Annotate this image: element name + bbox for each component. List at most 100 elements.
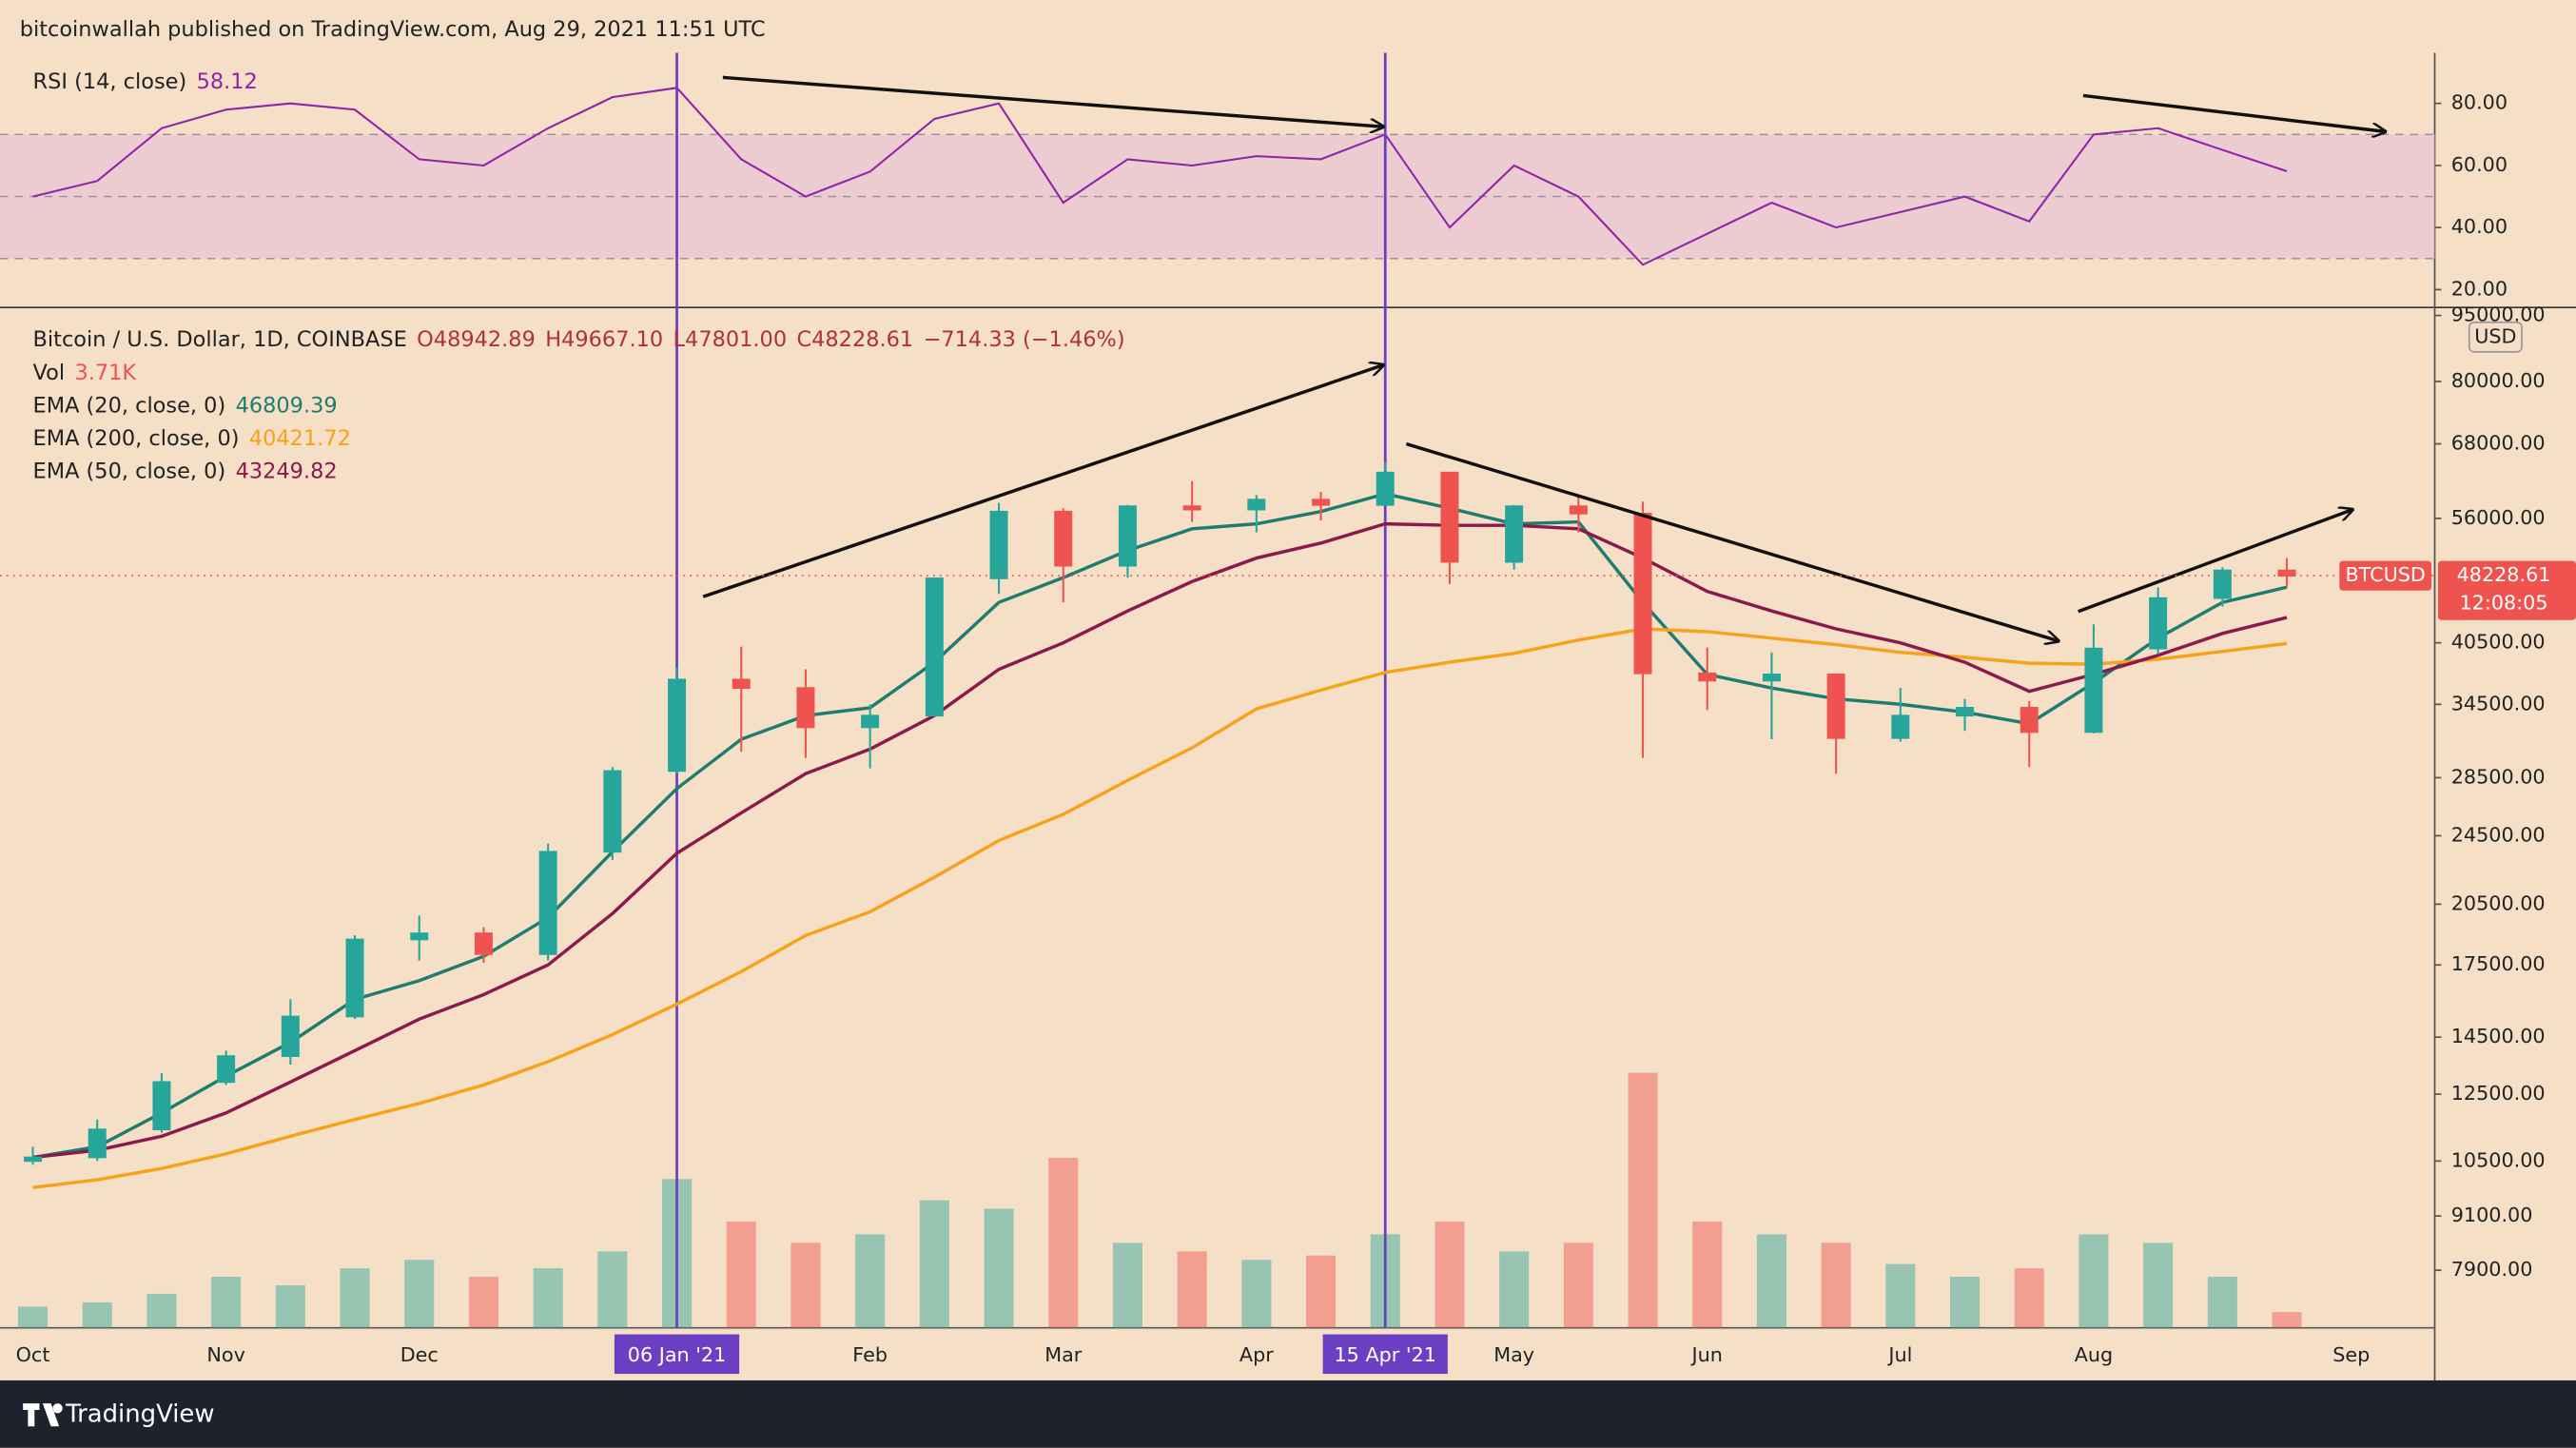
candle-body bbox=[1956, 707, 1975, 717]
candle-body bbox=[732, 678, 751, 690]
candle-body bbox=[1698, 672, 1717, 682]
y-tick-label: 20.00 bbox=[2451, 277, 2508, 300]
ohlc-value: L47801.00 bbox=[673, 327, 788, 352]
x-tick-label: Feb bbox=[852, 1343, 888, 1366]
candle-body bbox=[1376, 471, 1395, 506]
x-tick-label: Oct bbox=[16, 1343, 50, 1366]
y-tick-label: 9100.00 bbox=[2451, 1203, 2533, 1226]
y-tick-label: 12500.00 bbox=[2451, 1082, 2546, 1105]
candle-body bbox=[1247, 499, 1266, 511]
y-tick-label: 80.00 bbox=[2451, 91, 2508, 114]
candle-body bbox=[668, 678, 687, 773]
candle-body bbox=[1891, 714, 1910, 739]
candle-body bbox=[152, 1081, 171, 1131]
y-tick-label: 24500.00 bbox=[2451, 823, 2546, 846]
candle-body bbox=[1312, 499, 1331, 506]
candle-body bbox=[281, 1015, 300, 1057]
y-tick-label: 7900.00 bbox=[2451, 1258, 2533, 1281]
volume-bar bbox=[404, 1260, 435, 1328]
legend-value: 3.71K bbox=[74, 361, 137, 385]
x-tick-label: Aug bbox=[2075, 1343, 2113, 1366]
ema-line bbox=[32, 627, 2288, 1189]
candle-body bbox=[1118, 505, 1137, 567]
x-tick-label: Nov bbox=[206, 1343, 244, 1366]
volume-bar bbox=[1885, 1263, 1916, 1328]
symbol-box bbox=[2339, 560, 2432, 591]
volume-bar bbox=[1692, 1221, 1723, 1328]
candle-body bbox=[24, 1156, 43, 1163]
volume-bar bbox=[340, 1268, 370, 1328]
volume-bar bbox=[1112, 1243, 1142, 1328]
candle-body bbox=[1440, 471, 1459, 563]
highlight-label-box bbox=[1322, 1334, 1448, 1375]
legend-name: Vol bbox=[33, 361, 66, 385]
volume-bar bbox=[1628, 1072, 1658, 1328]
rsi-line bbox=[32, 87, 2288, 266]
x-tick-label: Sep bbox=[2332, 1343, 2370, 1366]
volume-bar bbox=[2207, 1277, 2237, 1328]
candle-body bbox=[1633, 513, 1652, 675]
volume-bar bbox=[1499, 1251, 1530, 1328]
ohlc-value: −714.33 (−1.46%) bbox=[924, 327, 1125, 352]
candle-body bbox=[88, 1128, 107, 1159]
currency: USD bbox=[2474, 324, 2516, 347]
currency-box bbox=[2468, 321, 2523, 353]
price-label: 48228.61 bbox=[2457, 563, 2551, 586]
arrow bbox=[722, 75, 1383, 127]
candle-body bbox=[2213, 569, 2232, 599]
volume-bar bbox=[146, 1293, 177, 1328]
x-tick-label: 06 Jan '21 bbox=[628, 1343, 727, 1366]
volume-bar bbox=[855, 1234, 886, 1328]
highlight-label-box bbox=[614, 1334, 740, 1375]
candle-body bbox=[538, 851, 557, 955]
volume-bar bbox=[82, 1301, 112, 1328]
candle-body bbox=[1569, 505, 1588, 515]
symbol-label: BTCUSD bbox=[2345, 563, 2425, 586]
volume-bar bbox=[2272, 1312, 2302, 1328]
x-tick-label: Apr bbox=[1239, 1343, 1274, 1366]
candle-body bbox=[410, 932, 429, 941]
volume-bar bbox=[597, 1251, 628, 1328]
footer-bar bbox=[0, 1380, 2576, 1448]
volume-bar bbox=[1177, 1251, 1207, 1328]
volume-bar bbox=[790, 1243, 821, 1328]
candle-body bbox=[474, 932, 493, 955]
tv-logo bbox=[23, 1403, 63, 1427]
candle-body bbox=[1182, 505, 1201, 511]
candle-body bbox=[2020, 707, 2039, 734]
y-tick-label: 17500.00 bbox=[2451, 952, 2546, 975]
ohlc-value: C48228.61 bbox=[796, 327, 913, 352]
legend-name: EMA (20, close, 0) bbox=[33, 393, 226, 418]
volume-bar bbox=[726, 1221, 756, 1328]
volume-bar bbox=[984, 1208, 1014, 1328]
volume-bar bbox=[1563, 1243, 1593, 1328]
volume-bar bbox=[1949, 1277, 1981, 1328]
candle-body bbox=[1826, 673, 1845, 739]
candle-body bbox=[1054, 510, 1073, 567]
y-tick-label: 34500.00 bbox=[2451, 692, 2546, 714]
y-tick-label: 56000.00 bbox=[2451, 506, 2546, 529]
ema-line bbox=[32, 492, 2288, 1160]
volume-bar bbox=[1048, 1157, 1079, 1328]
legend-value: 40421.72 bbox=[249, 426, 351, 451]
arrow bbox=[2082, 93, 2386, 131]
y-tick-label: 40500.00 bbox=[2451, 631, 2546, 654]
y-tick-label: 80000.00 bbox=[2451, 369, 2546, 392]
rsi-value: 58.12 bbox=[197, 69, 258, 94]
volume-bar bbox=[275, 1285, 305, 1328]
x-tick-label: Jun bbox=[1690, 1343, 1723, 1366]
candle-body bbox=[2084, 647, 2103, 734]
annotations bbox=[702, 75, 2386, 640]
x-tick-label: Dec bbox=[400, 1343, 439, 1366]
legend-name: EMA (50, close, 0) bbox=[33, 459, 226, 483]
volume-bar bbox=[17, 1306, 49, 1328]
volume-bar bbox=[2143, 1243, 2174, 1328]
candle-body bbox=[2149, 597, 2168, 650]
price-box bbox=[2437, 560, 2576, 620]
x-tick-label: Jul bbox=[1886, 1343, 1912, 1366]
y-tick-label: 20500.00 bbox=[2451, 891, 2546, 914]
volume-bar bbox=[919, 1200, 949, 1328]
y-tick-label: 10500.00 bbox=[2451, 1148, 2546, 1171]
